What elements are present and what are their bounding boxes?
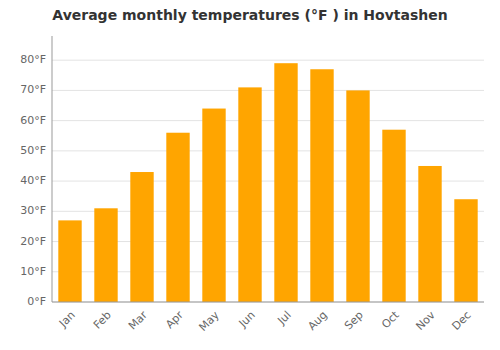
title: Average monthly temperatures (°F ) in Ho… (52, 7, 447, 23)
chart: 0°F 10°F 20°F 30°F 40°F 50°F 60°F 70°F 80°F Jan Fe… (0, 0, 500, 350)
bar (130, 172, 153, 302)
x-tick-label: Nov (413, 308, 438, 333)
grid-line (52, 150, 484, 151)
bar (94, 208, 117, 302)
x-tick-label: Feb (91, 309, 114, 332)
bar (166, 133, 189, 302)
y-grid (52, 60, 484, 302)
x-tick-labels: Jan Feb Mar Apr May Jun Jul Aug Sep Oct Nov Dec (56, 308, 474, 334)
x-tick-label: Dec (450, 309, 474, 333)
x-tick-label: Jan (56, 309, 78, 331)
bar (418, 166, 441, 302)
grid-line (52, 90, 484, 91)
bars (58, 63, 477, 302)
x-tick-label: Aug (305, 309, 329, 333)
y-axis-line (52, 36, 53, 302)
x-tick-label: May (196, 308, 222, 334)
chart-container: 0°F 10°F 20°F 30°F 40°F 50°F 60°F 70°F 80°F Jan Fe… (0, 0, 500, 350)
y-tick-label: 70°F (20, 83, 46, 96)
bar (346, 90, 369, 302)
y-tick-label: 0°F (27, 295, 46, 308)
bar (310, 69, 333, 302)
x-tick-label: Jun (236, 309, 258, 331)
x-axis-line (52, 302, 484, 303)
x-tick-label: Apr (163, 308, 186, 331)
y-tick-label: 40°F (20, 174, 46, 187)
grid-line (52, 302, 484, 303)
bar (382, 130, 405, 302)
x-tick-label: Mar (126, 308, 150, 332)
y-tick-labels: 0°F 10°F 20°F 30°F 40°F 50°F 60°F 70°F 80°F (20, 53, 46, 308)
x-tick-label: Jul (274, 309, 293, 328)
y-tick-label: 50°F (20, 144, 46, 157)
bar (58, 220, 81, 302)
y-tick-label: 30°F (20, 204, 46, 217)
bar (202, 109, 225, 302)
bar (454, 199, 477, 302)
bar (238, 87, 261, 302)
grid-line (52, 60, 484, 61)
bar (274, 63, 297, 302)
x-tick-label: Oct (379, 308, 402, 331)
y-tick-label: 80°F (20, 53, 46, 66)
y-tick-label: 10°F (20, 265, 46, 278)
x-tick-label: Sep (342, 309, 366, 333)
y-tick-label: 20°F (20, 235, 46, 248)
grid-line (52, 120, 484, 121)
y-tick-label: 60°F (20, 114, 46, 127)
